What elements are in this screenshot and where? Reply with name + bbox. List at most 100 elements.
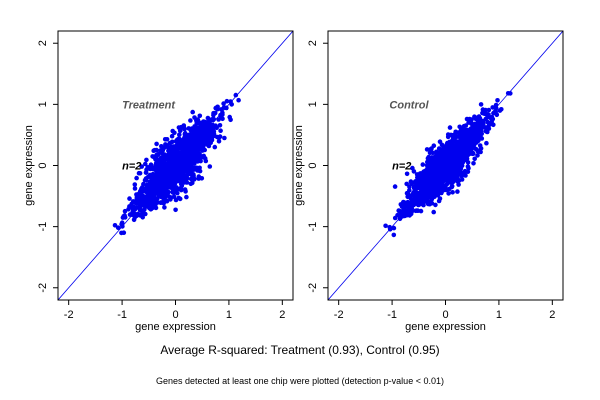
data-point [187, 153, 192, 159]
data-point [485, 129, 490, 135]
data-point [188, 128, 194, 133]
data-point [398, 202, 404, 207]
data-point [177, 196, 183, 202]
data-point [193, 129, 198, 134]
data-point [431, 183, 436, 188]
data-point [216, 117, 221, 122]
data-point [217, 123, 223, 128]
data-point [156, 165, 161, 171]
n-label: n=2 [122, 161, 141, 173]
data-point [182, 175, 188, 180]
data-point [470, 151, 475, 157]
data-point [153, 181, 158, 186]
x-axis-label: gene expression [405, 321, 486, 333]
data-point [178, 141, 184, 146]
x-tick-label: -2 [64, 309, 74, 321]
x-tick-label: -1 [117, 309, 127, 321]
data-point [166, 146, 172, 151]
data-point [224, 98, 230, 104]
data-point [185, 169, 190, 174]
data-point [162, 160, 168, 166]
y-tick-label: 0 [307, 162, 319, 168]
data-point [171, 144, 176, 149]
data-point [459, 149, 464, 154]
data-point [204, 120, 210, 126]
data-point [176, 136, 182, 141]
data-point [174, 165, 180, 170]
data-point [432, 161, 437, 166]
data-point [162, 137, 168, 142]
data-point [434, 156, 439, 161]
data-point [182, 143, 188, 148]
data-point [429, 200, 435, 206]
data-point [410, 165, 415, 171]
data-point [207, 126, 212, 132]
data-point [491, 110, 497, 116]
data-point [437, 156, 443, 161]
data-point [210, 122, 216, 128]
data-point [182, 164, 188, 170]
data-point [207, 164, 213, 169]
data-point [430, 150, 435, 156]
data-point [182, 126, 187, 132]
data-point [429, 158, 435, 163]
data-point [162, 172, 167, 177]
data-point [202, 156, 208, 161]
data-point [185, 159, 191, 165]
data-point [426, 188, 432, 193]
data-point [152, 147, 157, 153]
data-point [198, 142, 204, 148]
data-point [457, 124, 463, 130]
data-point [192, 136, 197, 141]
data-point [464, 148, 470, 154]
data-point [166, 194, 172, 199]
data-point [176, 178, 181, 184]
data-point [199, 121, 205, 127]
data-point [383, 223, 388, 229]
data-point [184, 180, 190, 185]
data-point [456, 182, 461, 187]
data-point [132, 186, 138, 191]
x-tick-label: 2 [549, 309, 555, 321]
data-point [197, 113, 203, 119]
data-point [490, 116, 496, 122]
data-point [182, 132, 188, 138]
data-point [211, 129, 217, 134]
y-tick-label: -1 [37, 222, 49, 232]
data-point [433, 202, 438, 208]
data-point [447, 125, 453, 130]
data-point [178, 172, 183, 178]
data-point [188, 150, 193, 155]
point-cloud [112, 92, 241, 236]
x-tick-label: -2 [334, 309, 344, 321]
data-point [449, 175, 455, 181]
data-point [477, 116, 483, 121]
data-point [212, 110, 218, 116]
data-point [439, 162, 445, 168]
data-point [153, 205, 159, 211]
data-point [150, 154, 155, 159]
data-point [131, 217, 137, 223]
data-point [439, 147, 445, 152]
data-point [150, 173, 156, 178]
data-point [177, 132, 182, 138]
data-point [431, 193, 437, 199]
data-point [430, 187, 435, 193]
data-point [139, 194, 144, 199]
data-point [222, 135, 227, 141]
x-tick-label: 0 [442, 309, 448, 321]
data-point [440, 182, 446, 188]
data-point [485, 119, 490, 125]
data-point [196, 176, 201, 181]
data-point [416, 202, 421, 208]
data-point [192, 115, 197, 120]
data-point [171, 161, 176, 167]
data-point [428, 172, 433, 177]
r-squared-caption: Average R-squared: Treatment (0.93), Con… [160, 343, 440, 357]
data-point [140, 188, 145, 194]
x-tick-label: 1 [226, 309, 232, 321]
data-point [172, 173, 178, 179]
data-point [136, 170, 142, 176]
data-point [465, 160, 471, 165]
